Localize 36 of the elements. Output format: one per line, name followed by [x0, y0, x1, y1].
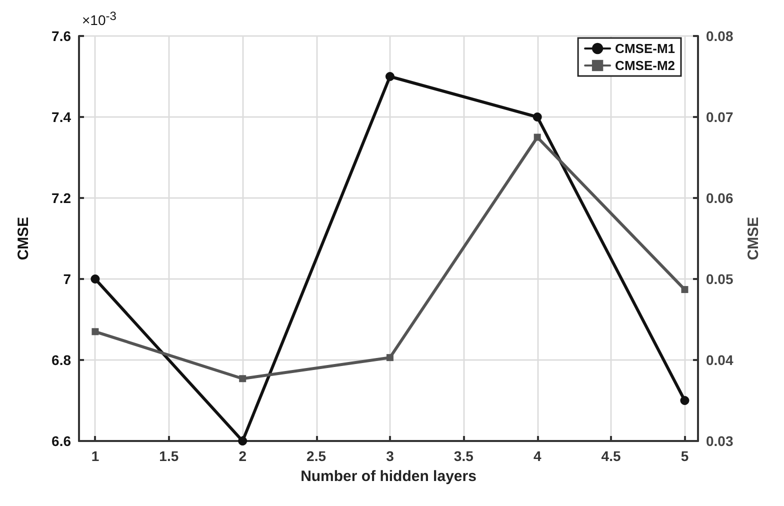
point [534, 134, 541, 141]
y-tick-label: 6.6 [52, 433, 72, 449]
y-tick-label: 7.6 [52, 28, 72, 44]
x-tick-label: 3 [386, 448, 394, 464]
x-tick-label: 4.5 [601, 448, 621, 464]
y2-tick-label: 0.05 [706, 271, 734, 287]
point [239, 375, 246, 382]
y2-axis-title: CMSE [745, 216, 762, 260]
y2-tick-label: 0.08 [706, 28, 734, 44]
point [532, 112, 542, 122]
point [92, 328, 99, 336]
x-tick-label: 1 [91, 448, 100, 464]
y-axis-title: CMSE [15, 216, 32, 260]
x-tick-label: 2 [238, 448, 247, 464]
point [90, 274, 100, 284]
point [385, 72, 394, 81]
point [680, 396, 690, 405]
y-tick-label: 7.2 [52, 190, 72, 206]
y2-tick-label: 0.07 [706, 109, 734, 125]
point [681, 286, 688, 294]
y-tick-label: 6.8 [52, 352, 72, 368]
y-tick-label: 7.4 [52, 109, 72, 125]
x-tick-label: 1.5 [159, 448, 179, 464]
y2-tick-label: 0.04 [706, 352, 734, 368]
legend-label: CMSE-M1 [615, 41, 676, 56]
x-tick-label: 4 [533, 448, 542, 464]
x-tick-label: 3.5 [454, 448, 474, 464]
y2-tick-label: 0.03 [706, 433, 734, 449]
x-axis-title: Number of hidden layers [300, 468, 476, 485]
x-tick-label: 5 [680, 448, 689, 464]
y2-tick-label: 0.06 [706, 190, 734, 206]
legend-label: CMSE-M2 [615, 58, 676, 73]
x-tick-label: 2.5 [306, 448, 326, 464]
y-tick-label: 7 [63, 271, 72, 287]
point [386, 354, 394, 362]
point [238, 436, 248, 446]
